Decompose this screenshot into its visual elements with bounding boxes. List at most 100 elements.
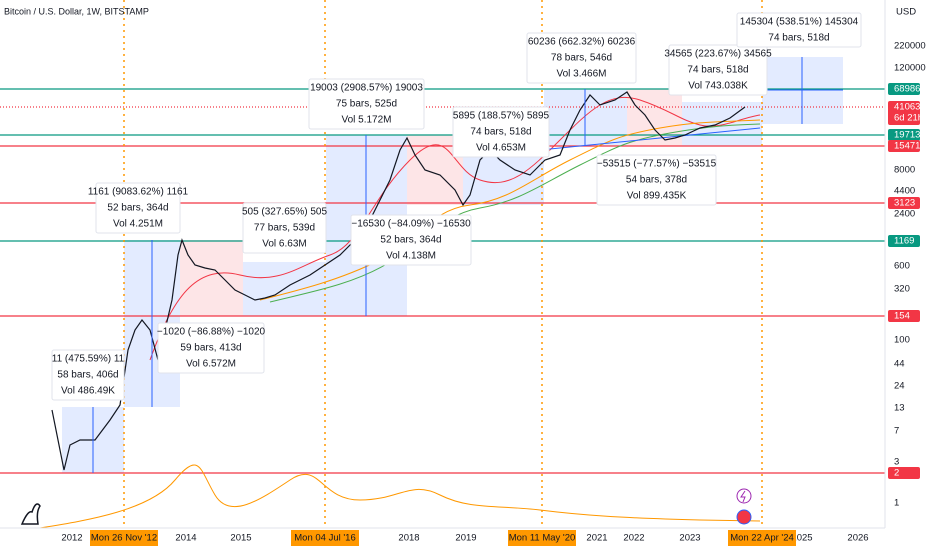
price-tag-label: 68986 bbox=[894, 84, 920, 95]
halving-label: Mon 11 May '20 bbox=[509, 533, 576, 544]
time-label: 2023 bbox=[679, 533, 700, 544]
price-tag-label: 2 bbox=[894, 468, 899, 479]
measure-text: 52 bars, 364d bbox=[380, 235, 441, 246]
halving-tag bbox=[90, 530, 158, 546]
measure-text: 58 bars, 406d bbox=[57, 370, 118, 381]
time-label: 2021 bbox=[586, 533, 607, 544]
volume-line bbox=[39, 464, 761, 529]
price-tag bbox=[888, 140, 920, 152]
ma-red bbox=[149, 96, 761, 361]
measure-text: 505 (327.65%) 505 bbox=[242, 207, 328, 218]
measure-text: 77 bars, 539d bbox=[254, 223, 315, 234]
price-tag bbox=[888, 310, 920, 322]
ma-blue bbox=[539, 127, 761, 151]
price-label: 24 bbox=[894, 381, 905, 392]
measure-text: 1161 (9083.62%) 1161 bbox=[88, 187, 189, 198]
measure-text: 78 bars, 546d bbox=[551, 53, 612, 64]
halving-tag bbox=[291, 530, 359, 546]
halving-lines bbox=[123, 0, 763, 528]
price-series bbox=[51, 91, 746, 471]
measure-text: 5895 (188.57%) 5895 bbox=[453, 111, 550, 122]
halving-label: Mon 04 Jul '16 bbox=[294, 533, 356, 544]
measure-text: −1020 (−86.88%) −1020 bbox=[157, 327, 266, 338]
price-label: 8000 bbox=[894, 165, 915, 176]
ma-green bbox=[269, 123, 761, 303]
measure-text: 54 bars, 378d bbox=[626, 175, 687, 186]
measure-text: 52 bars, 364d bbox=[107, 203, 168, 214]
price-label: 1 bbox=[894, 498, 899, 509]
measure-box bbox=[526, 32, 637, 84]
halving-label: Mon 22 Apr '24 bbox=[730, 533, 794, 544]
price-tag-label: 19713 bbox=[894, 130, 920, 141]
price-label: 2400 bbox=[894, 209, 915, 220]
measure-text: Vol 899.435K bbox=[627, 191, 687, 202]
currency: USD bbox=[896, 7, 916, 18]
measure-box bbox=[350, 214, 472, 266]
measure-text: 145304 (538.51%) 145304 bbox=[740, 17, 859, 28]
measure-box bbox=[736, 12, 862, 48]
range-down bbox=[627, 89, 682, 146]
measure-text: 34565 (223.67%) 34565 bbox=[664, 49, 772, 60]
measure-text: 74 bars, 518d bbox=[768, 33, 829, 44]
measure-box bbox=[157, 322, 265, 374]
halving-tag bbox=[728, 530, 796, 546]
price-tag bbox=[888, 83, 920, 95]
measure-box bbox=[242, 202, 327, 254]
measure-text: Vol 4.138M bbox=[386, 251, 436, 262]
halving-label: Mon 26 Nov '12 bbox=[91, 533, 157, 544]
measure-box bbox=[668, 44, 768, 96]
measure-text: Vol 5.172M bbox=[341, 115, 391, 126]
lightning bbox=[740, 490, 746, 503]
measure-box bbox=[95, 182, 181, 234]
price-label: 220000 bbox=[894, 41, 926, 52]
logo bbox=[20, 503, 41, 525]
measure-text: 59 bars, 413d bbox=[180, 343, 241, 354]
price-tag-label: 1169 bbox=[894, 236, 914, 247]
price-tag bbox=[888, 197, 920, 209]
time-label: 2015 bbox=[230, 533, 251, 544]
measure-text: Vol 743.038K bbox=[688, 81, 748, 92]
measure-text: −53515 (−77.57%) −53515 bbox=[597, 159, 717, 170]
price-tag-label: 3123 bbox=[894, 198, 915, 209]
measure-box bbox=[308, 78, 425, 130]
measure-text: 74 bars, 518d bbox=[470, 127, 531, 138]
time-label: 2022 bbox=[623, 533, 644, 544]
price-label: 13 bbox=[894, 403, 905, 414]
price-label: 120000 bbox=[894, 63, 926, 74]
time-label: 2025 bbox=[791, 533, 812, 544]
measure-box bbox=[596, 154, 717, 206]
countdown: 6d 21h bbox=[894, 113, 923, 124]
measure-text: 74 bars, 518d bbox=[687, 65, 748, 76]
price-label: 3 bbox=[894, 457, 899, 468]
measure-text: Vol 3.466M bbox=[556, 69, 606, 80]
measure-text: 60236 (662.32%) 60236 bbox=[528, 37, 636, 48]
halving-tag bbox=[508, 530, 576, 546]
range-down bbox=[180, 240, 243, 316]
ma-orange bbox=[259, 119, 761, 301]
measure-text: −16530 (−84.09%) −16530 bbox=[351, 219, 471, 230]
measure-text: 11 (475.59%) 11 bbox=[52, 354, 125, 365]
price-tag-label: 41063 bbox=[894, 102, 920, 113]
price-tag-label: 15471 bbox=[894, 141, 920, 152]
measure-text: Vol 4.251M bbox=[113, 219, 163, 230]
measure-text: Vol 4.653M bbox=[476, 143, 526, 154]
measure-text: Vol 6.63M bbox=[262, 239, 306, 250]
price-tag bbox=[888, 467, 920, 479]
price-label: 320 bbox=[894, 284, 910, 295]
measure-box bbox=[452, 106, 550, 158]
moving-averages bbox=[149, 96, 761, 361]
measure-text: 19003 (2908.57%) 19003 bbox=[310, 83, 423, 94]
price-label: 4400 bbox=[894, 186, 915, 197]
measure-text: 75 bars, 525d bbox=[336, 99, 397, 110]
time-label: 2014 bbox=[175, 533, 196, 544]
event-icon[interactable] bbox=[736, 488, 752, 504]
price-tag-label: 154 bbox=[894, 311, 910, 322]
logo-icon bbox=[20, 503, 41, 525]
price-tag bbox=[888, 235, 920, 247]
measure-box bbox=[51, 349, 125, 401]
flag-icon[interactable] bbox=[736, 509, 752, 525]
time-label: 2018 bbox=[398, 533, 419, 544]
time-label: 2012 bbox=[61, 533, 82, 544]
